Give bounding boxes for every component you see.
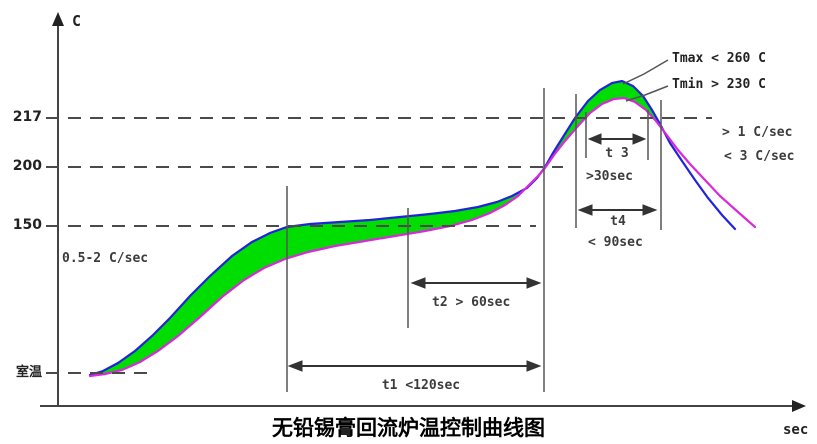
x-axis	[40, 400, 806, 412]
tmin-leader-line	[625, 85, 669, 102]
x-axis-unit: sec	[783, 422, 809, 438]
x-axis-arrowhead	[792, 400, 806, 412]
tmax-callout: Tmax < 260 C	[672, 51, 766, 66]
t1-label: t1 <120sec	[381, 378, 461, 393]
lower-limit-curve	[88, 96, 757, 378]
t2-arrow	[410, 277, 542, 289]
t4-limit-label: < 90sec	[588, 235, 643, 250]
y-tick-217: 217	[12, 109, 42, 125]
t2-label: t2 > 60sec	[432, 295, 511, 310]
upper-limit-curve	[88, 79, 737, 377]
reference-lines	[46, 117, 712, 374]
ramp-rate-annotation: 0.5-2 C/sec	[62, 251, 149, 266]
cooling-rate-max: < 3 C/sec	[724, 149, 795, 164]
y-axis-arrowhead	[52, 12, 64, 26]
y-tick-150: 150	[12, 217, 42, 233]
t3-arrow	[587, 133, 647, 145]
stage-marker-lines	[286, 88, 662, 392]
y-tick-200: 200	[12, 158, 42, 174]
t1-arrow	[287, 360, 542, 372]
t4-arrow	[577, 204, 658, 216]
t3-label: t 3	[605, 146, 629, 161]
y-axis	[52, 12, 64, 406]
tolerance-band-fill	[90, 81, 660, 376]
t3-limit-label: >30sec	[586, 169, 633, 184]
cooling-rate-min: > 1 C/sec	[722, 125, 793, 140]
y-axis-unit: C	[72, 12, 82, 30]
tmin-callout: Tmin > 230 C	[672, 77, 766, 92]
tmax-leader-line	[622, 59, 669, 85]
t4-label: t4	[610, 214, 626, 229]
chart-title: 无铅锡膏回流炉温控制曲线图	[272, 416, 545, 440]
y-tick-room-temp: 室温	[15, 365, 42, 380]
